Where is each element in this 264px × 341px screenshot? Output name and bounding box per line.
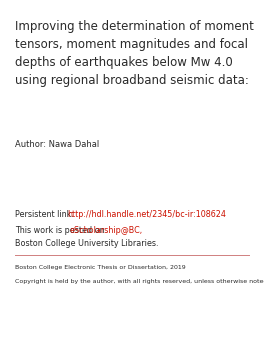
Text: Copyright is held by the author, with all rights reserved, unless otherwise note: Copyright is held by the author, with al…: [15, 279, 264, 284]
Text: Author: Nawa Dahal: Author: Nawa Dahal: [15, 140, 99, 149]
Text: http://hdl.handle.net/2345/bc-ir:108624: http://hdl.handle.net/2345/bc-ir:108624: [67, 210, 226, 219]
Text: tensors, moment magnitudes and focal: tensors, moment magnitudes and focal: [15, 38, 248, 51]
Text: Boston College Electronic Thesis or Dissertation, 2019: Boston College Electronic Thesis or Diss…: [15, 265, 186, 270]
Text: eScholarship@BC,: eScholarship@BC,: [70, 226, 143, 235]
Text: using regional broadband seismic data:: using regional broadband seismic data:: [15, 74, 249, 87]
Text: depths of earthquakes below Mw 4.0: depths of earthquakes below Mw 4.0: [15, 56, 233, 69]
Text: Persistent link:: Persistent link:: [15, 210, 77, 219]
Text: Improving the determination of moment: Improving the determination of moment: [15, 20, 254, 33]
Text: This work is posted on: This work is posted on: [15, 226, 107, 235]
Text: Boston College University Libraries.: Boston College University Libraries.: [15, 239, 158, 248]
